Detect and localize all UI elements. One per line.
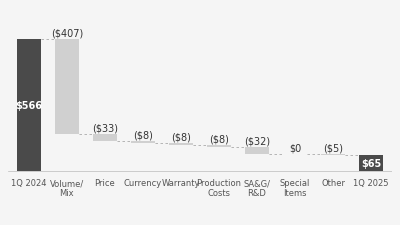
Text: ($8): ($8)	[209, 134, 229, 144]
Bar	[131, 142, 155, 144]
Text: ($8): ($8)	[133, 130, 153, 140]
Bar	[207, 145, 231, 147]
Bar	[92, 134, 117, 142]
Text: $0: $0	[289, 143, 301, 153]
Text: ($5): ($5)	[323, 143, 343, 153]
Bar	[169, 144, 193, 145]
Text: ($32): ($32)	[244, 136, 270, 146]
Bar	[16, 40, 41, 171]
Text: $566: $566	[16, 100, 42, 110]
Text: ($8): ($8)	[171, 132, 191, 142]
Bar	[283, 154, 308, 155]
Bar	[359, 156, 384, 171]
Text: $65: $65	[361, 158, 381, 168]
Text: ($33): ($33)	[92, 123, 118, 133]
Bar	[245, 147, 269, 155]
Text: ($407): ($407)	[51, 28, 83, 38]
Bar	[54, 40, 79, 134]
Bar	[321, 155, 346, 156]
